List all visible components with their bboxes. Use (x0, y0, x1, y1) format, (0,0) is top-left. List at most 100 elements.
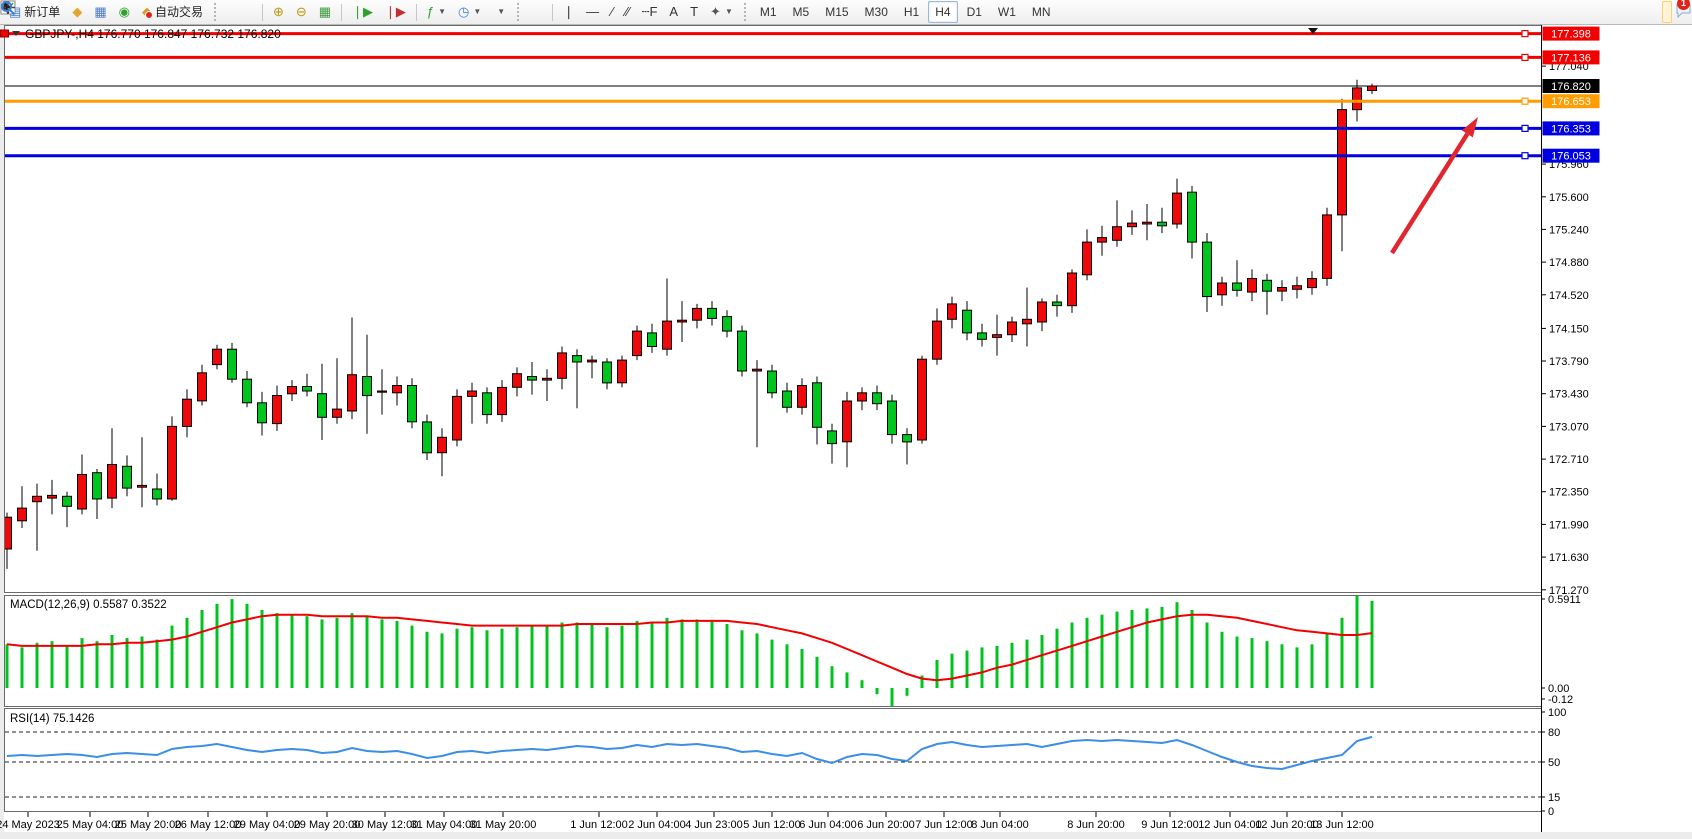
macd-bar (575, 622, 579, 688)
timeframe-button-m1[interactable]: M1 (759, 5, 777, 19)
timeframe-button-w1[interactable]: W1 (997, 5, 1016, 19)
trendline-icon: ∕ (611, 4, 614, 19)
svg-text:177.136: 177.136 (1551, 52, 1591, 64)
trendline-button[interactable]: ∕ (606, 1, 618, 23)
candle-body (1082, 241, 1092, 276)
candle-body (872, 392, 882, 405)
rsi-line (6, 735, 1373, 771)
timeframe-button-h4[interactable]: H4 (928, 1, 958, 23)
macd-bar (305, 616, 309, 688)
signals-button[interactable]: ◉ (114, 1, 135, 23)
resistance-line-1[interactable] (5, 29, 1541, 38)
arrows-button[interactable]: ✦ ▼ (705, 1, 738, 23)
rsi-scale-label: 100 (1548, 707, 1566, 719)
zoom-in-button[interactable]: ⊕ (268, 1, 289, 23)
notifications-button[interactable]: 1 (1674, 0, 1691, 23)
candle-body (407, 385, 417, 423)
periods-button[interactable]: ◷ ▼ (453, 1, 486, 23)
timeframe-button-m30[interactable]: M30 (864, 5, 888, 19)
main-chart-pane[interactable] (4, 25, 1542, 593)
chart-canvas[interactable]: GBPJPY-,H4 176.770 176.847 176.732 176.8… (0, 25, 1692, 839)
candle-body (167, 425, 177, 500)
zoom-out-icon: ⊖ (295, 4, 307, 19)
macd-bar (1310, 644, 1314, 688)
support-line-2[interactable] (5, 152, 1541, 160)
macd-bar (260, 610, 264, 688)
tile-windows-button[interactable]: ▦ (314, 1, 336, 23)
candle-body (1112, 226, 1122, 241)
rsi-pane[interactable] (4, 708, 1542, 812)
candle-body (287, 386, 297, 395)
price-tick-label: 174.520 (1549, 290, 1589, 302)
toolbar-grip[interactable] (515, 3, 521, 21)
candlestick-chart-button[interactable] (0, 1, 245, 23)
line-anchor[interactable] (1521, 124, 1529, 133)
macd-bar (485, 630, 489, 688)
line-chart-button[interactable] (0, 1, 257, 23)
pointer-button[interactable] (3, 1, 535, 23)
candle-body (602, 361, 612, 384)
text-label-button[interactable]: T (685, 1, 703, 23)
coin-button[interactable]: ◆ (67, 1, 87, 23)
chart-shift-marker-icon[interactable] (1308, 28, 1318, 34)
search-button[interactable] (1, 1, 1672, 23)
candle-body (662, 320, 672, 350)
indicators-button[interactable]: ƒ ▼ (422, 1, 451, 23)
macd-scale-label: 0.5911 (1548, 594, 1581, 606)
toolbar-separator (341, 3, 343, 21)
data-window-button[interactable]: ❘▶ (380, 1, 411, 23)
timeframe-button-h1[interactable]: H1 (903, 5, 920, 19)
chart-settings-button[interactable]: ▼ (0, 0, 510, 23)
collapse-triangle-icon[interactable] (12, 31, 20, 36)
time-axis-label: 8 Jun 20:00 (1067, 819, 1125, 831)
time-axis-label: 1 Jun 12:00 (570, 819, 628, 831)
line-anchor[interactable] (1521, 29, 1529, 38)
candle-body (1337, 109, 1347, 216)
time-axis-label: 25 May 20:00 (115, 819, 182, 831)
zoom-in-icon: ⊕ (272, 4, 284, 19)
line-anchor[interactable] (1521, 97, 1529, 105)
macd-bar (185, 617, 189, 688)
candle-body (1277, 287, 1287, 292)
timeframe-button-m15[interactable]: M15 (825, 5, 849, 19)
equidistant-channel-button[interactable]: ∕∕ (620, 1, 634, 23)
timeframe-button-mn[interactable]: MN (1031, 5, 1051, 19)
orange-level-line[interactable] (5, 97, 1541, 105)
zoom-out-button[interactable]: ⊖ (291, 1, 312, 23)
price-level-badge: 177.398 (1542, 26, 1600, 41)
resistance-line-2[interactable] (5, 53, 1541, 61)
timeframe-button-d1[interactable]: D1 (966, 5, 982, 19)
vertical-line-button[interactable]: ❘ (558, 1, 579, 23)
time-axis-label: 26 May 12:00 (175, 819, 242, 831)
candle-body (497, 386, 507, 416)
macd-label: MACD(12,26,9) 0.5587 0.3522 (10, 599, 167, 611)
indicator-window-button[interactable]: ❘▶ (347, 1, 378, 23)
crosshair-button[interactable] (1, 1, 547, 23)
community-button[interactable]: ▦ (89, 1, 111, 23)
macd-bar (710, 620, 714, 688)
support-line-1[interactable] (5, 124, 1541, 133)
toolbar-grip[interactable] (742, 3, 748, 21)
macd-bar (560, 622, 564, 688)
macd-bar (230, 599, 234, 688)
candle-body (557, 352, 567, 379)
fibonacci-button[interactable]: ┄F (637, 1, 663, 23)
macd-signal-line (6, 613, 1373, 682)
candle-body (347, 374, 357, 412)
timeframe-button-m5[interactable]: M5 (792, 5, 810, 19)
algo-trading-button[interactable]: ◆ 自动交易 (137, 1, 208, 23)
candle-body (227, 348, 237, 380)
indicator-add-icon: ƒ (426, 4, 435, 19)
horizontal-line-button[interactable]: — (581, 1, 604, 23)
candle-body (302, 386, 312, 392)
annotation-arrow[interactable] (1390, 117, 1478, 255)
line-anchor[interactable] (0, 29, 9, 38)
bar-chart-button[interactable] (1, 1, 233, 23)
candle-body (32, 495, 42, 503)
line-anchor[interactable] (1521, 53, 1529, 61)
candle-body (422, 421, 432, 454)
toolbar-grip[interactable] (212, 3, 218, 21)
candle-body (962, 309, 972, 334)
text-button[interactable]: A (664, 1, 683, 23)
line-anchor[interactable] (1521, 152, 1529, 160)
